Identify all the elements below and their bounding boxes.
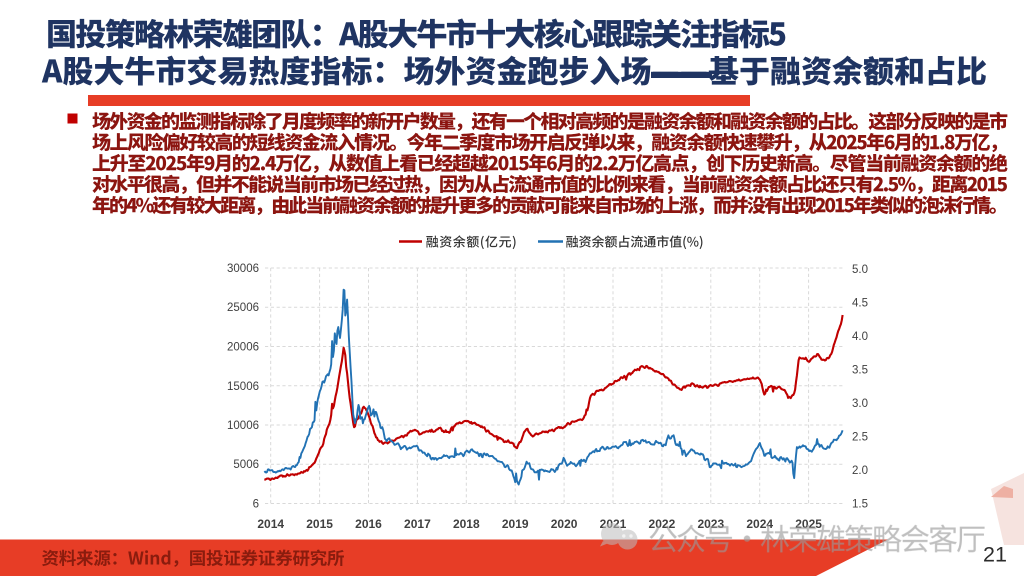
svg-text:2015: 2015 bbox=[306, 517, 333, 531]
svg-text:2020: 2020 bbox=[551, 517, 578, 531]
svg-text:30006: 30006 bbox=[227, 263, 259, 275]
svg-text:1.5: 1.5 bbox=[852, 498, 868, 510]
svg-text:2022: 2022 bbox=[649, 517, 676, 531]
svg-text:4.0: 4.0 bbox=[852, 331, 868, 343]
svg-text:2.5: 2.5 bbox=[852, 431, 868, 443]
svg-text:20006: 20006 bbox=[227, 342, 259, 354]
svg-text:10006: 10006 bbox=[227, 420, 259, 432]
svg-text:25006: 25006 bbox=[227, 302, 259, 314]
svg-text:3.5: 3.5 bbox=[852, 364, 868, 376]
svg-text:4.5: 4.5 bbox=[852, 297, 868, 309]
svg-text:21: 21 bbox=[983, 543, 1007, 567]
svg-text:2019: 2019 bbox=[502, 517, 529, 531]
svg-text:5006: 5006 bbox=[233, 459, 259, 471]
svg-text:2024: 2024 bbox=[746, 517, 773, 531]
svg-text:15006: 15006 bbox=[227, 381, 259, 393]
svg-text:5.0: 5.0 bbox=[852, 264, 868, 276]
svg-text:2.0: 2.0 bbox=[852, 465, 868, 477]
svg-text:3.0: 3.0 bbox=[852, 398, 868, 410]
svg-text:2016: 2016 bbox=[355, 517, 382, 531]
svg-text:2017: 2017 bbox=[404, 517, 431, 531]
svg-text:2018: 2018 bbox=[453, 517, 480, 531]
svg-text:2014: 2014 bbox=[257, 517, 284, 531]
svg-text:6: 6 bbox=[253, 499, 259, 511]
